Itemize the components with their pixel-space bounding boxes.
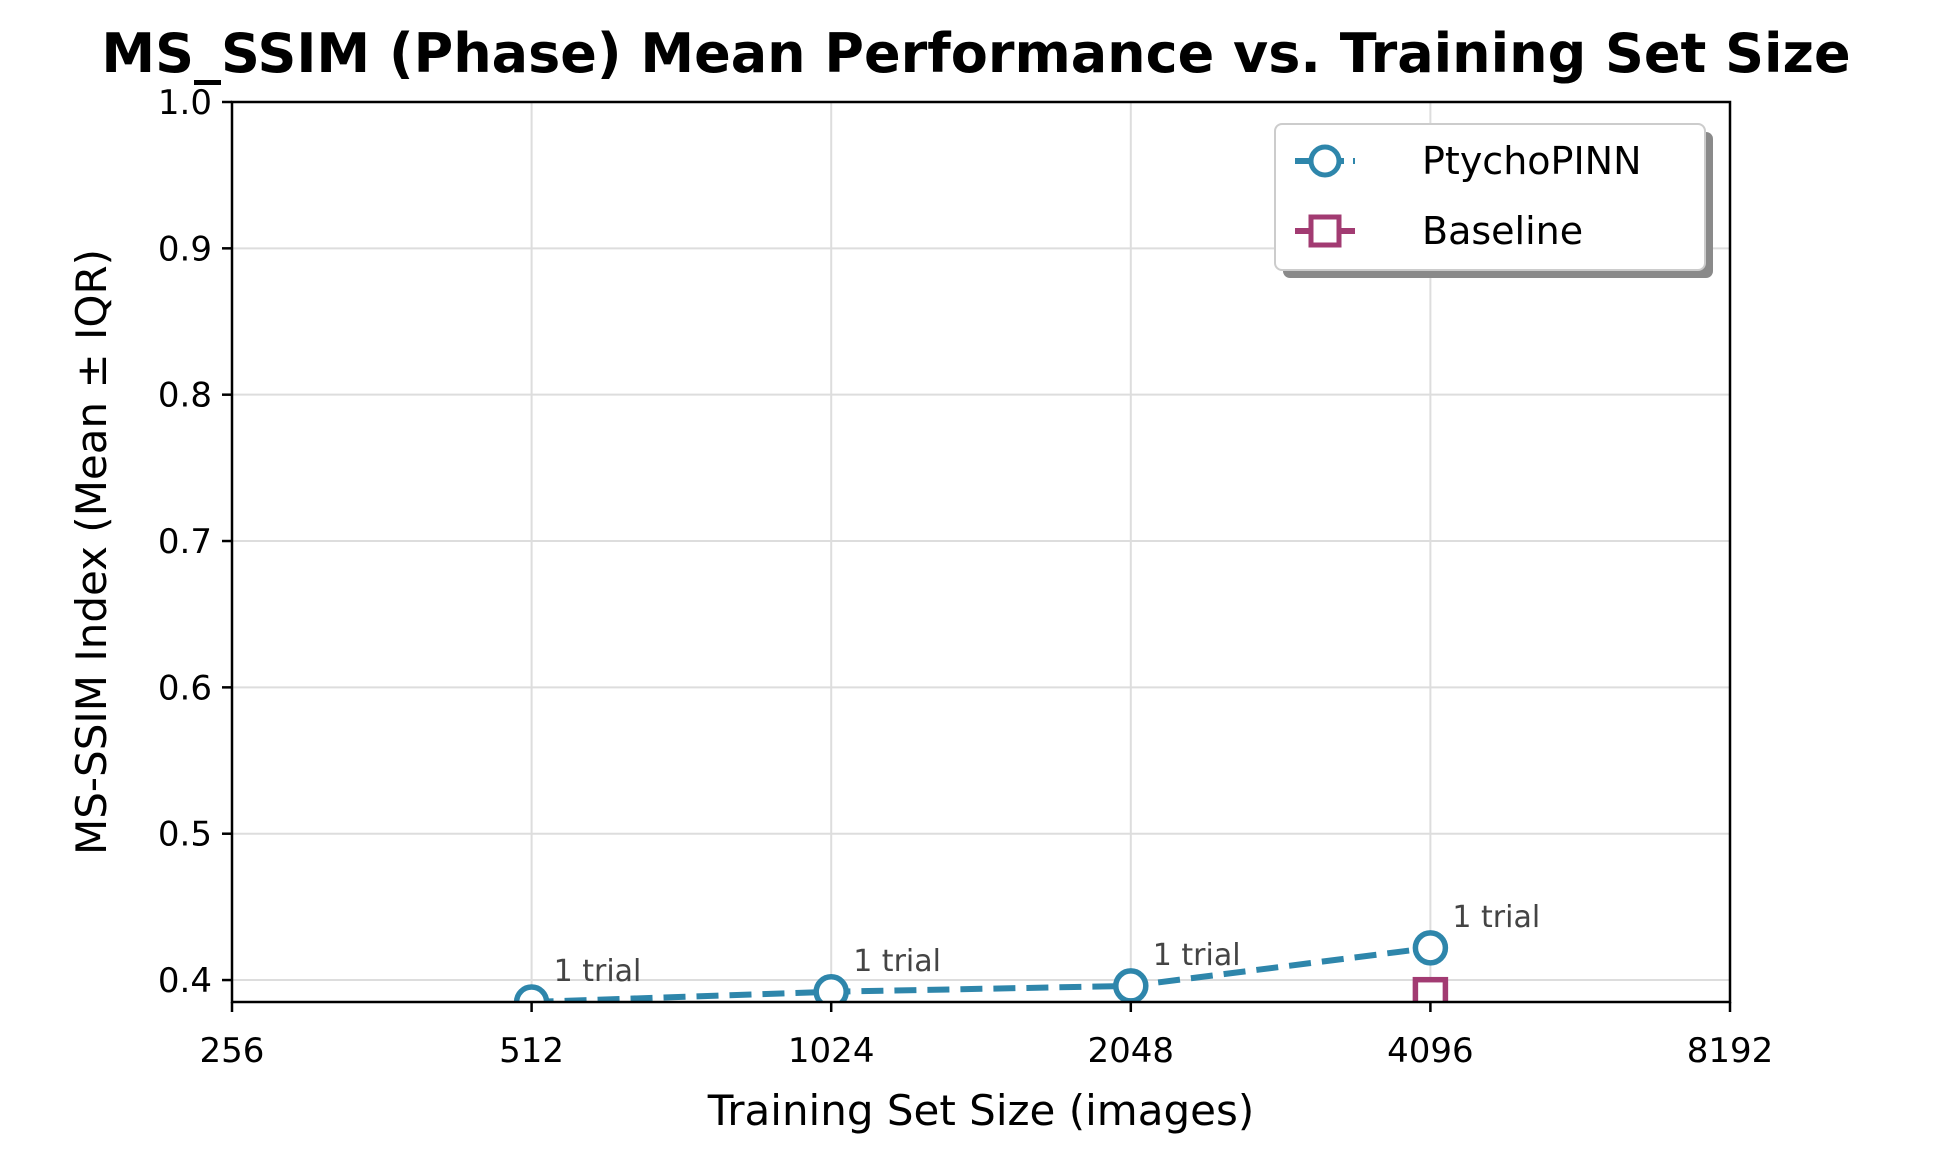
plot-frame [230,100,1732,1004]
plot-area [513,930,1449,1002]
y-tick-label: 0.9 [158,229,212,269]
x-tick-label: 256 [200,1031,265,1071]
y-tick-label: 0.5 [158,815,212,855]
x-tick-label: 4096 [1387,1031,1474,1071]
legend-baseline-marker [1308,214,1342,248]
annotations: 1 trial 1 trial 1 trial 1 trial [554,900,1541,989]
trial-count-annotation: 1 trial [853,944,941,979]
y-tick-label: 0.4 [158,961,212,1001]
y-axis-label: MS-SSIM Index (Mean ± IQR) [67,249,116,855]
x-axis-label: Training Set Size (images) [707,1086,1254,1135]
ptychopinn-point [1412,930,1449,966]
x-tick-label: 512 [499,1031,564,1071]
legend: PtychoPINN Baseline [1274,123,1713,278]
x-tick-label: 8192 [1687,1031,1774,1071]
x-axis-ticks: 256 512 1024 2048 4096 8192 [200,1002,1774,1071]
chart-title: MS_SSIM (Phase) Mean Performance vs. Tra… [101,22,1850,85]
trial-count-annotation: 1 trial [1452,900,1540,935]
y-axis-ticks: 0.4 0.5 0.6 0.7 0.8 0.9 1.0 [158,83,232,1001]
ptychopinn-series-line [531,944,1431,1002]
y-tick-label: 0.6 [158,668,212,708]
baseline-point [1412,976,1449,1002]
legend-box [1274,123,1706,271]
y-tick-label: 0.7 [158,522,212,562]
ptychopinn-point [1113,968,1149,1002]
legend-ptychopinn-label: PtychoPINN [1422,139,1642,183]
trial-count-annotation: 1 trial [554,954,642,989]
legend-baseline-label: Baseline [1422,209,1583,253]
ptychopinn-point [813,974,849,1002]
y-tick-label: 0.8 [158,376,212,416]
x-tick-label: 2048 [1088,1031,1175,1071]
legend-ptychopinn-marker [1308,144,1342,178]
y-tick-label: 1.0 [158,83,212,123]
ptychopinn-point [513,984,550,1002]
trial-count-annotation: 1 trial [1153,938,1241,973]
x-tick-label: 1024 [788,1031,875,1071]
